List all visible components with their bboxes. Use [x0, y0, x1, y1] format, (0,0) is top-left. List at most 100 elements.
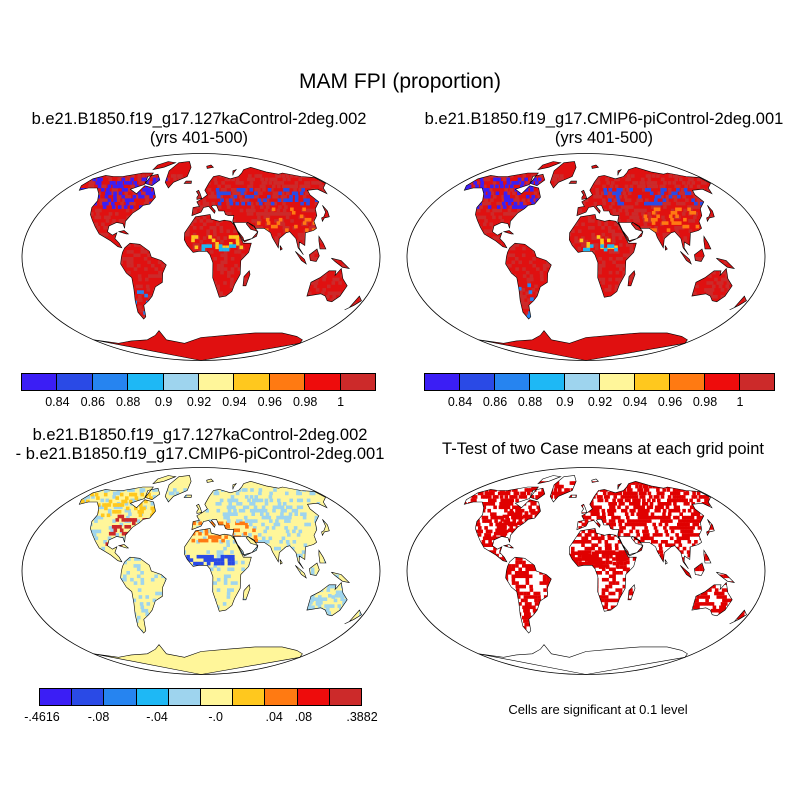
negative-cell — [316, 597, 321, 601]
low-fpi-cell — [121, 194, 125, 199]
field-cell — [137, 274, 142, 278]
positive-cell — [147, 492, 151, 497]
field-cell — [110, 529, 114, 534]
positive-cell — [108, 499, 113, 504]
positive-cell — [201, 538, 206, 543]
positive-cell — [128, 499, 133, 504]
positive-cell — [115, 525, 119, 529]
field-cell — [137, 263, 141, 268]
negative-cell — [217, 558, 221, 562]
field-cell — [226, 205, 231, 209]
low-fpi-cell — [603, 188, 607, 192]
field-cell — [199, 226, 204, 230]
field-cell — [88, 181, 93, 185]
field-cell — [662, 219, 666, 223]
low-fpi-cell — [208, 244, 212, 248]
field-cell — [119, 505, 123, 510]
positive-cell — [210, 521, 215, 526]
field-cell — [615, 257, 620, 261]
negative-cell — [302, 515, 307, 520]
field-cell — [238, 194, 243, 199]
low-fpi-cell — [513, 181, 518, 185]
field-cell — [275, 181, 280, 185]
field-cell — [254, 495, 258, 499]
low-fpi-cell — [148, 191, 152, 196]
low-fpi-cell — [525, 194, 530, 199]
low-fpi-cell — [654, 194, 659, 199]
field-cell — [140, 181, 145, 185]
positive-cell — [192, 521, 196, 526]
field-cell — [624, 198, 629, 202]
field-cell — [137, 557, 141, 561]
field-cell — [627, 198, 632, 202]
low-fpi-cell — [123, 181, 128, 185]
field-cell — [273, 522, 278, 527]
positive-cell — [100, 513, 105, 518]
field-cell — [626, 188, 630, 192]
field-cell — [539, 270, 544, 275]
field-cell — [513, 198, 517, 202]
field-cell — [101, 232, 105, 237]
field-cell — [511, 246, 516, 251]
low-fpi-cell — [531, 194, 536, 199]
negative-cell — [288, 515, 292, 520]
field-cell — [287, 533, 291, 537]
field-cell — [637, 184, 641, 189]
negative-cell — [227, 561, 232, 566]
negative-cell — [277, 498, 281, 503]
low-fpi-cell — [299, 191, 304, 196]
negative-cell — [283, 508, 287, 513]
negative-cell — [289, 498, 293, 503]
low-fpi-cell — [142, 188, 146, 192]
low-fpi-cell — [483, 188, 487, 192]
field-cell — [230, 257, 235, 261]
field-cell — [271, 212, 276, 216]
mid-fpi-cell — [675, 207, 679, 212]
field-cell — [619, 243, 623, 247]
low-fpi-cell — [306, 201, 310, 206]
field-cell — [193, 212, 197, 216]
positive-cell — [119, 528, 124, 533]
field-cell — [139, 602, 144, 606]
low-fpi-cell — [241, 201, 245, 206]
positive-cell — [115, 510, 119, 514]
field-cell — [111, 188, 116, 192]
field-cell — [648, 181, 653, 185]
low-fpi-cell — [617, 191, 622, 196]
low-fpi-cell — [589, 244, 594, 248]
field-cell — [234, 191, 239, 196]
negative-cell — [261, 505, 266, 510]
field-cell — [256, 191, 260, 196]
field-cell — [629, 250, 634, 254]
mid-fpi-cell — [668, 214, 673, 219]
field-cell — [618, 194, 622, 199]
field-cell — [677, 215, 681, 220]
field-cell — [481, 201, 486, 206]
field-cell — [223, 236, 227, 240]
low-fpi-cell — [527, 283, 531, 287]
mid-fpi-cell — [653, 228, 657, 232]
field-cell — [689, 191, 694, 196]
negative-cell — [324, 604, 328, 608]
field-cell — [215, 502, 220, 506]
field-cell — [593, 205, 598, 209]
field-cell — [276, 208, 281, 213]
field-cell — [214, 181, 218, 185]
field-cell — [330, 298, 334, 302]
low-fpi-cell — [120, 184, 124, 189]
field-cell — [725, 274, 729, 278]
negative-cell — [220, 558, 225, 562]
low-fpi-cell — [537, 177, 542, 182]
field-cell — [150, 181, 154, 185]
low-fpi-cell — [614, 247, 618, 252]
field-cell — [285, 540, 290, 544]
field-cell — [216, 236, 221, 240]
field-cell — [651, 174, 656, 178]
low-fpi-cell — [117, 184, 122, 189]
field-cell — [171, 491, 175, 496]
field-cell — [647, 174, 652, 178]
field-cell — [722, 270, 727, 275]
field-cell — [615, 263, 620, 268]
low-fpi-cell — [119, 181, 123, 185]
field-cell — [287, 177, 291, 182]
